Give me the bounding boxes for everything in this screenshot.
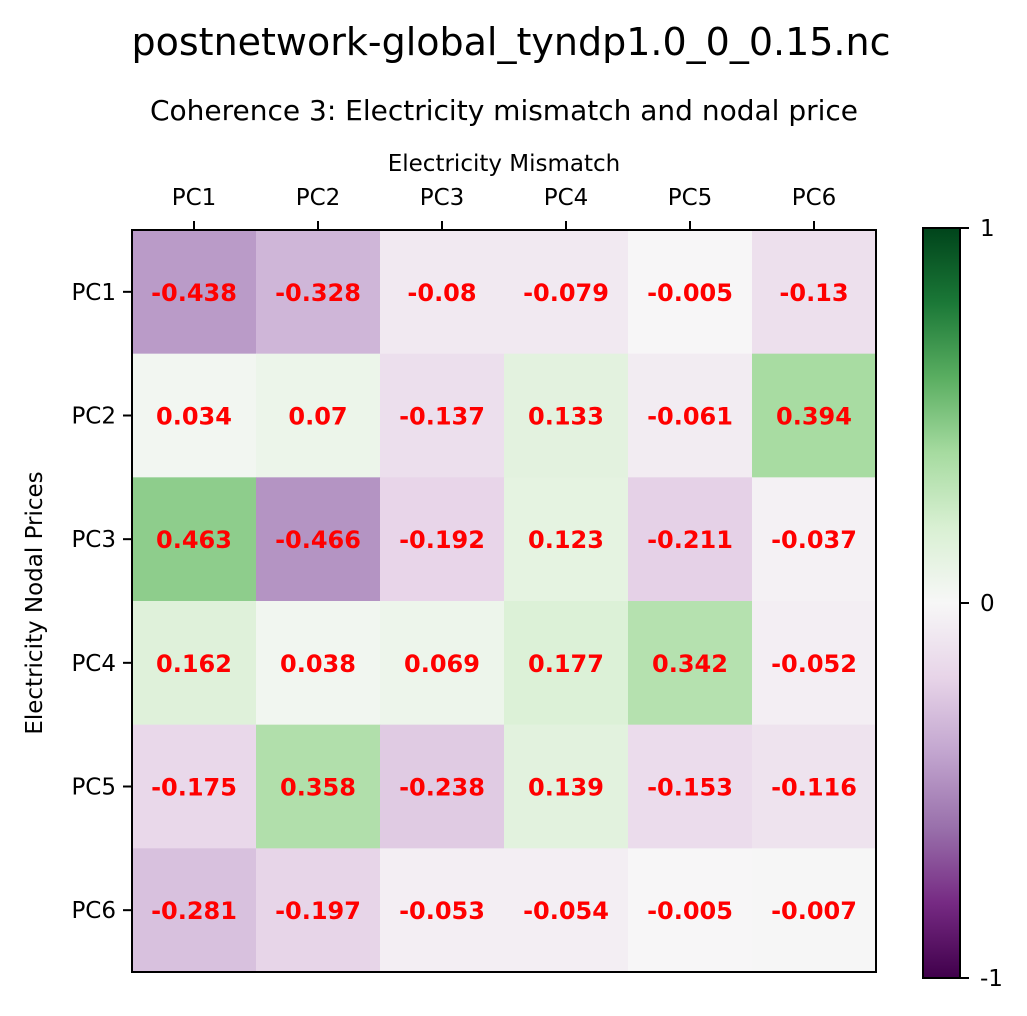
cell-value-label: -0.005 [647, 279, 733, 307]
heatmap-cell [132, 230, 257, 355]
heatmap-cell [256, 724, 381, 849]
heatmap-cell [504, 724, 629, 849]
heatmap-cell [256, 477, 381, 602]
y-tick-label: PC2 [71, 404, 116, 430]
cell-value-label: 0.177 [528, 650, 604, 678]
y-axis-ticks: PC1 PC2 PC3 PC4 PC5 PC6 [71, 280, 132, 924]
heatmap-cell [752, 601, 877, 726]
x-tick-label: PC3 [420, 185, 465, 211]
cell-value-label: 0.034 [156, 403, 232, 431]
y-tick-label: PC6 [71, 898, 116, 924]
cell-value-label: -0.007 [771, 897, 857, 925]
heatmap-cell [256, 230, 381, 355]
cell-value-label: -0.328 [275, 279, 361, 307]
cell-value-label: -0.079 [523, 279, 609, 307]
cell-value-label: 0.394 [776, 403, 852, 431]
cell-value-label: -0.005 [647, 897, 733, 925]
heatmap-cell [628, 230, 753, 355]
heatmap-cell [380, 724, 505, 849]
x-tick-label: PC2 [296, 185, 341, 211]
heatmap-cell [628, 724, 753, 849]
y-axis-label: Electricity Nodal Prices [22, 471, 48, 734]
heatmap-cell [380, 848, 505, 973]
heatmap-cells [132, 230, 877, 973]
cell-value-label: 0.123 [528, 526, 604, 554]
cell-value-label: -0.13 [779, 279, 848, 307]
chart-title: Coherence 3: Electricity mismatch and no… [150, 94, 858, 127]
heatmap-cell [628, 601, 753, 726]
heatmap-cell [752, 230, 877, 355]
cell-value-label: 0.358 [280, 774, 356, 802]
heatmap-cell [628, 848, 753, 973]
cell-value-label: 0.139 [528, 774, 604, 802]
heatmap-cell [132, 848, 257, 973]
cell-value-label: -0.438 [151, 279, 237, 307]
heatmap-frame [131, 229, 877, 973]
colorbar-tick-label: 1 [980, 216, 995, 242]
y-tick-label: PC4 [71, 651, 116, 677]
cell-value-label: 0.463 [156, 526, 232, 554]
heatmap-cell [380, 477, 505, 602]
heatmap-cell [504, 848, 629, 973]
heatmap-cell [504, 230, 629, 355]
cell-value-label: -0.054 [523, 897, 609, 925]
heatmap-cell [256, 848, 381, 973]
cell-value-label: -0.197 [275, 897, 361, 925]
cell-value-label: -0.153 [647, 774, 733, 802]
heatmap-cell [752, 848, 877, 973]
x-tick-label: PC5 [668, 185, 713, 211]
cell-value-label: -0.08 [407, 279, 476, 307]
cell-value-label: 0.069 [404, 650, 480, 678]
heatmap-cell [132, 724, 257, 849]
cell-value-label: 0.133 [528, 403, 604, 431]
cell-value-labels: -0.438 -0.328 -0.08 -0.079 -0.005 -0.13 0.034 0… [151, 279, 857, 925]
x-axis-ticks: PC1 PC2 PC3 PC4 PC5 PC6 [172, 185, 837, 230]
cell-value-label: -0.281 [151, 897, 237, 925]
heatmap-cell [132, 601, 257, 726]
heatmap-cell [132, 477, 257, 602]
cell-value-label: 0.162 [156, 650, 232, 678]
heatmap-cell [256, 353, 381, 478]
heatmap-cell [380, 230, 505, 355]
colorbar-ticks: 1 0 -1 [960, 216, 1003, 992]
cell-value-label: -0.466 [275, 526, 361, 554]
cell-value-label: -0.211 [647, 526, 733, 554]
heatmap-cell [504, 601, 629, 726]
heatmap-cell [628, 353, 753, 478]
x-tick-label: PC6 [792, 185, 837, 211]
heatmap-cell [504, 477, 629, 602]
heatmap-cell [752, 477, 877, 602]
heatmap-cell [628, 477, 753, 602]
x-tick-label: PC1 [172, 185, 217, 211]
cell-value-label: 0.342 [652, 650, 728, 678]
heatmap-cell [380, 353, 505, 478]
x-tick-label: PC4 [544, 185, 589, 211]
heatmap-cell [256, 601, 381, 726]
figure-suptitle: postnetwork-global_tyndp1.0_0_0.15.nc [132, 20, 891, 64]
heatmap-cell [752, 724, 877, 849]
colorbar-tick-label: -1 [980, 966, 1003, 992]
cell-value-label: 0.038 [280, 650, 356, 678]
cell-value-label: -0.116 [771, 774, 857, 802]
heatmap-cell [380, 601, 505, 726]
cell-value-label: -0.053 [399, 897, 485, 925]
y-tick-label: PC3 [71, 527, 116, 553]
y-tick-label: PC1 [71, 280, 116, 306]
heatmap-cell [752, 353, 877, 478]
colorbar [922, 227, 961, 979]
heatmap-cell [132, 353, 257, 478]
cell-value-label: -0.052 [771, 650, 857, 678]
cell-value-label: -0.175 [151, 774, 237, 802]
x-axis-label: Electricity Mismatch [388, 151, 621, 177]
cell-value-label: -0.061 [647, 403, 733, 431]
cell-value-label: -0.037 [771, 526, 857, 554]
cell-value-label: -0.238 [399, 774, 485, 802]
cell-value-label: -0.137 [399, 403, 485, 431]
cell-value-label: 0.07 [288, 403, 347, 431]
colorbar-tick-label: 0 [980, 591, 995, 617]
heatmap-cell [504, 353, 629, 478]
cell-value-label: -0.192 [399, 526, 485, 554]
y-tick-label: PC5 [71, 775, 116, 801]
